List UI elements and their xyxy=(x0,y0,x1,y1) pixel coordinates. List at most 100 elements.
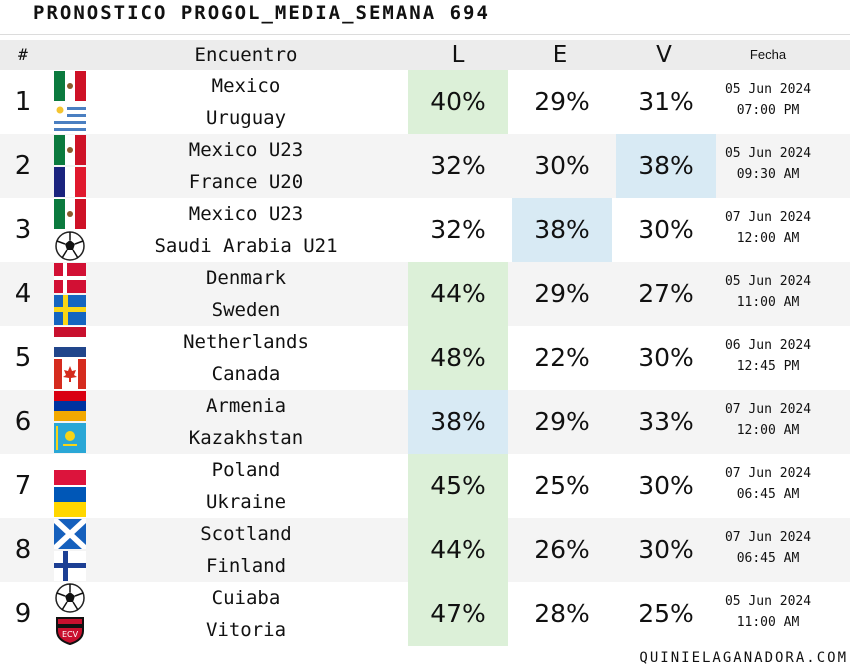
table-row: 9 ECV Cuiaba Vitoria 47% 28% 25% 05 Jun … xyxy=(0,582,850,646)
visitor-percentage: 25% xyxy=(638,599,694,628)
home-team: Armenia xyxy=(205,395,287,417)
local-percentage: 32% xyxy=(430,151,486,180)
match-time: 12:00 AM xyxy=(736,231,800,246)
netherlands-flag-icon xyxy=(54,327,86,357)
draw-percentage: 22% xyxy=(534,343,590,372)
denmark-flag-icon xyxy=(54,263,86,293)
finland-flag-icon xyxy=(54,551,86,581)
draw-percentage: 28% xyxy=(534,599,590,628)
draw-percentage: 29% xyxy=(534,407,590,436)
row-number: 2 xyxy=(14,151,32,181)
kazakhstan-flag-icon xyxy=(54,423,86,453)
match-time: 11:00 AM xyxy=(736,615,800,630)
table-header: # Encuentro L E V Fecha xyxy=(0,40,850,70)
mexico-flag-icon xyxy=(54,71,86,101)
page-title: PRONOSTICO PROGOL_MEDIA_SEMANA 694 xyxy=(33,2,490,24)
match-time: 06:45 AM xyxy=(736,551,800,566)
home-team: Denmark xyxy=(205,267,287,289)
row-number: 4 xyxy=(14,279,32,309)
visitor-percentage: 30% xyxy=(638,343,694,372)
table-row: 1 Mexico Uruguay 40% 29% 31% 05 Jun 2024… xyxy=(0,70,850,134)
table-row: 7 Poland Ukraine 45% 25% 30% 07 Jun 2024… xyxy=(0,454,850,518)
home-team: Mexico xyxy=(211,75,281,97)
local-percentage: 32% xyxy=(430,215,486,244)
draw-percentage: 29% xyxy=(534,87,590,116)
site-footer: QUINIELAGANADORA.COM xyxy=(639,650,848,666)
away-team: France U20 xyxy=(188,171,304,193)
local-percentage: 44% xyxy=(408,518,508,582)
header-v: V xyxy=(656,42,672,68)
visitor-percentage: 31% xyxy=(638,87,694,116)
table-row: 8 Scotland Finland 44% 26% 30% 07 Jun 20… xyxy=(0,518,850,582)
svg-text:ECV: ECV xyxy=(62,630,79,639)
soccer-ball-icon xyxy=(54,231,86,261)
match-date: 05 Jun 2024 xyxy=(724,146,812,161)
armenia-flag-icon xyxy=(54,391,86,421)
away-team: Sweden xyxy=(211,299,281,321)
mexico-flag-icon xyxy=(54,135,86,165)
soccer-ball-icon xyxy=(54,583,86,613)
match-date: 05 Jun 2024 xyxy=(724,594,812,609)
away-team: Saudi Arabia U21 xyxy=(154,235,338,257)
away-team: Kazakhstan xyxy=(188,427,304,449)
local-percentage: 44% xyxy=(408,262,508,326)
row-number: 9 xyxy=(14,599,32,629)
row-number: 6 xyxy=(14,407,32,437)
table-row: 5 Netherlands Canada 48% 22% 30% 06 Jun … xyxy=(0,326,850,390)
away-team: Canada xyxy=(211,363,281,385)
visitor-percentage: 33% xyxy=(638,407,694,436)
row-number: 1 xyxy=(14,87,32,117)
table-row: 2 Mexico U23 France U20 32% 30% 38% 05 J… xyxy=(0,134,850,198)
uruguay-flag-icon xyxy=(54,103,86,133)
header-match: Encuentro xyxy=(194,44,298,66)
match-time: 06:45 AM xyxy=(736,487,800,502)
away-team: Finland xyxy=(205,555,287,577)
local-percentage: 45% xyxy=(408,454,508,518)
match-date: 07 Jun 2024 xyxy=(724,210,812,225)
match-date: 05 Jun 2024 xyxy=(724,274,812,289)
table-row: 6 Armenia Kazakhstan 38% 29% 33% 07 Jun … xyxy=(0,390,850,454)
row-number: 3 xyxy=(14,215,32,245)
header-l: L xyxy=(451,42,465,68)
header-e: E xyxy=(552,42,568,68)
match-date: 06 Jun 2024 xyxy=(724,338,812,353)
table-row: 4 Denmark Sweden 44% 29% 27% 05 Jun 2024… xyxy=(0,262,850,326)
match-date: 07 Jun 2024 xyxy=(724,466,812,481)
row-number: 7 xyxy=(14,471,32,501)
match-time: 12:45 PM xyxy=(736,359,800,374)
draw-percentage: 25% xyxy=(534,471,590,500)
home-team: Cuiaba xyxy=(211,587,281,609)
local-percentage: 47% xyxy=(408,582,508,646)
visitor-percentage: 27% xyxy=(638,279,694,308)
local-percentage: 48% xyxy=(408,326,508,390)
canada-flag-icon xyxy=(54,359,86,389)
visitor-percentage: 30% xyxy=(638,215,694,244)
mexico-flag-icon xyxy=(54,199,86,229)
sweden-flag-icon xyxy=(54,295,86,325)
draw-percentage: 26% xyxy=(534,535,590,564)
scotland-flag-icon xyxy=(54,519,86,549)
header-date: Fecha xyxy=(749,47,787,62)
away-team: Ukraine xyxy=(205,491,287,513)
row-number: 8 xyxy=(14,535,32,565)
away-team: Vitoria xyxy=(205,619,287,641)
home-team: Mexico U23 xyxy=(188,203,304,225)
home-team: Netherlands xyxy=(183,331,309,353)
poland-flag-icon xyxy=(54,455,86,485)
local-percentage: 40% xyxy=(408,70,508,134)
draw-percentage: 29% xyxy=(534,279,590,308)
draw-percentage: 30% xyxy=(534,151,590,180)
match-date: 07 Jun 2024 xyxy=(724,530,812,545)
ukraine-flag-icon xyxy=(54,487,86,517)
home-team: Poland xyxy=(211,459,281,481)
vitoria-crest-icon: ECV xyxy=(54,615,86,646)
home-team: Scotland xyxy=(200,523,292,545)
draw-percentage: 38% xyxy=(512,198,612,262)
match-date: 07 Jun 2024 xyxy=(724,402,812,417)
france-flag-icon xyxy=(54,167,86,197)
visitor-percentage: 30% xyxy=(638,535,694,564)
visitor-percentage: 30% xyxy=(638,471,694,500)
row-number: 5 xyxy=(14,343,32,373)
title-divider xyxy=(0,34,850,35)
match-date: 05 Jun 2024 xyxy=(724,82,812,97)
